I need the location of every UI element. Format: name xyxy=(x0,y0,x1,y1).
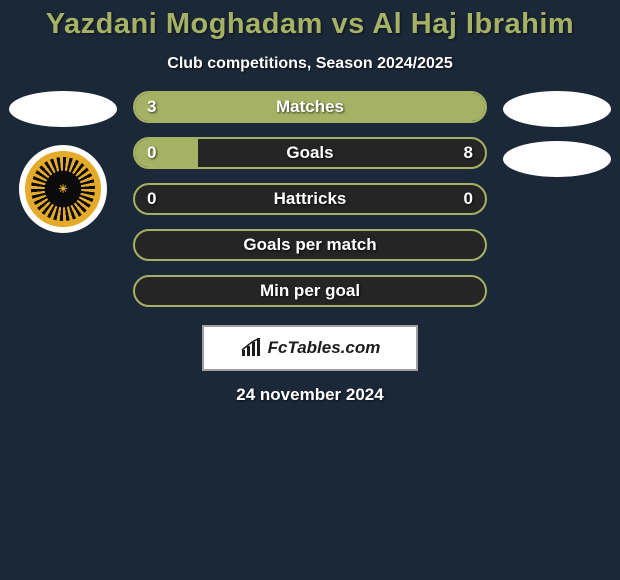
right-player-column xyxy=(502,91,612,191)
brand-watermark: FcTables.com xyxy=(202,325,418,371)
club-logo-mark: ☀ xyxy=(58,183,68,196)
stat-bar: 00Hattricks xyxy=(133,183,487,215)
stat-bar: 3Matches xyxy=(133,91,487,123)
snapshot-date: 24 november 2024 xyxy=(0,385,620,405)
stat-bar-list: 3Matches 08Goals 00Hattricks Goals per matc… xyxy=(133,91,487,307)
stat-bar: 08Goals xyxy=(133,137,487,169)
stat-label: Hattricks xyxy=(135,189,485,209)
left-player-column: ☀ xyxy=(8,91,118,233)
bar-chart-icon xyxy=(240,338,262,358)
stat-bar: Min per goal xyxy=(133,275,487,307)
page-title: Yazdani Moghadam vs Al Haj Ibrahim xyxy=(0,0,620,41)
player-avatar-placeholder xyxy=(503,91,611,127)
stat-label: Goals per match xyxy=(135,235,485,255)
brand-text: FcTables.com xyxy=(268,338,381,358)
stat-bar: Goals per match xyxy=(133,229,487,261)
page-subtitle: Club competitions, Season 2024/2025 xyxy=(0,55,620,73)
club-logo-placeholder xyxy=(503,141,611,177)
stat-label: Matches xyxy=(135,97,485,117)
player-avatar-placeholder xyxy=(9,91,117,127)
club-logo: ☀ xyxy=(19,145,107,233)
comparison-panel: ☀ 3Matches 08Goals 00Hattricks Goals per ma… xyxy=(0,91,620,405)
stat-label: Min per goal xyxy=(135,281,485,301)
stat-label: Goals xyxy=(135,143,485,163)
